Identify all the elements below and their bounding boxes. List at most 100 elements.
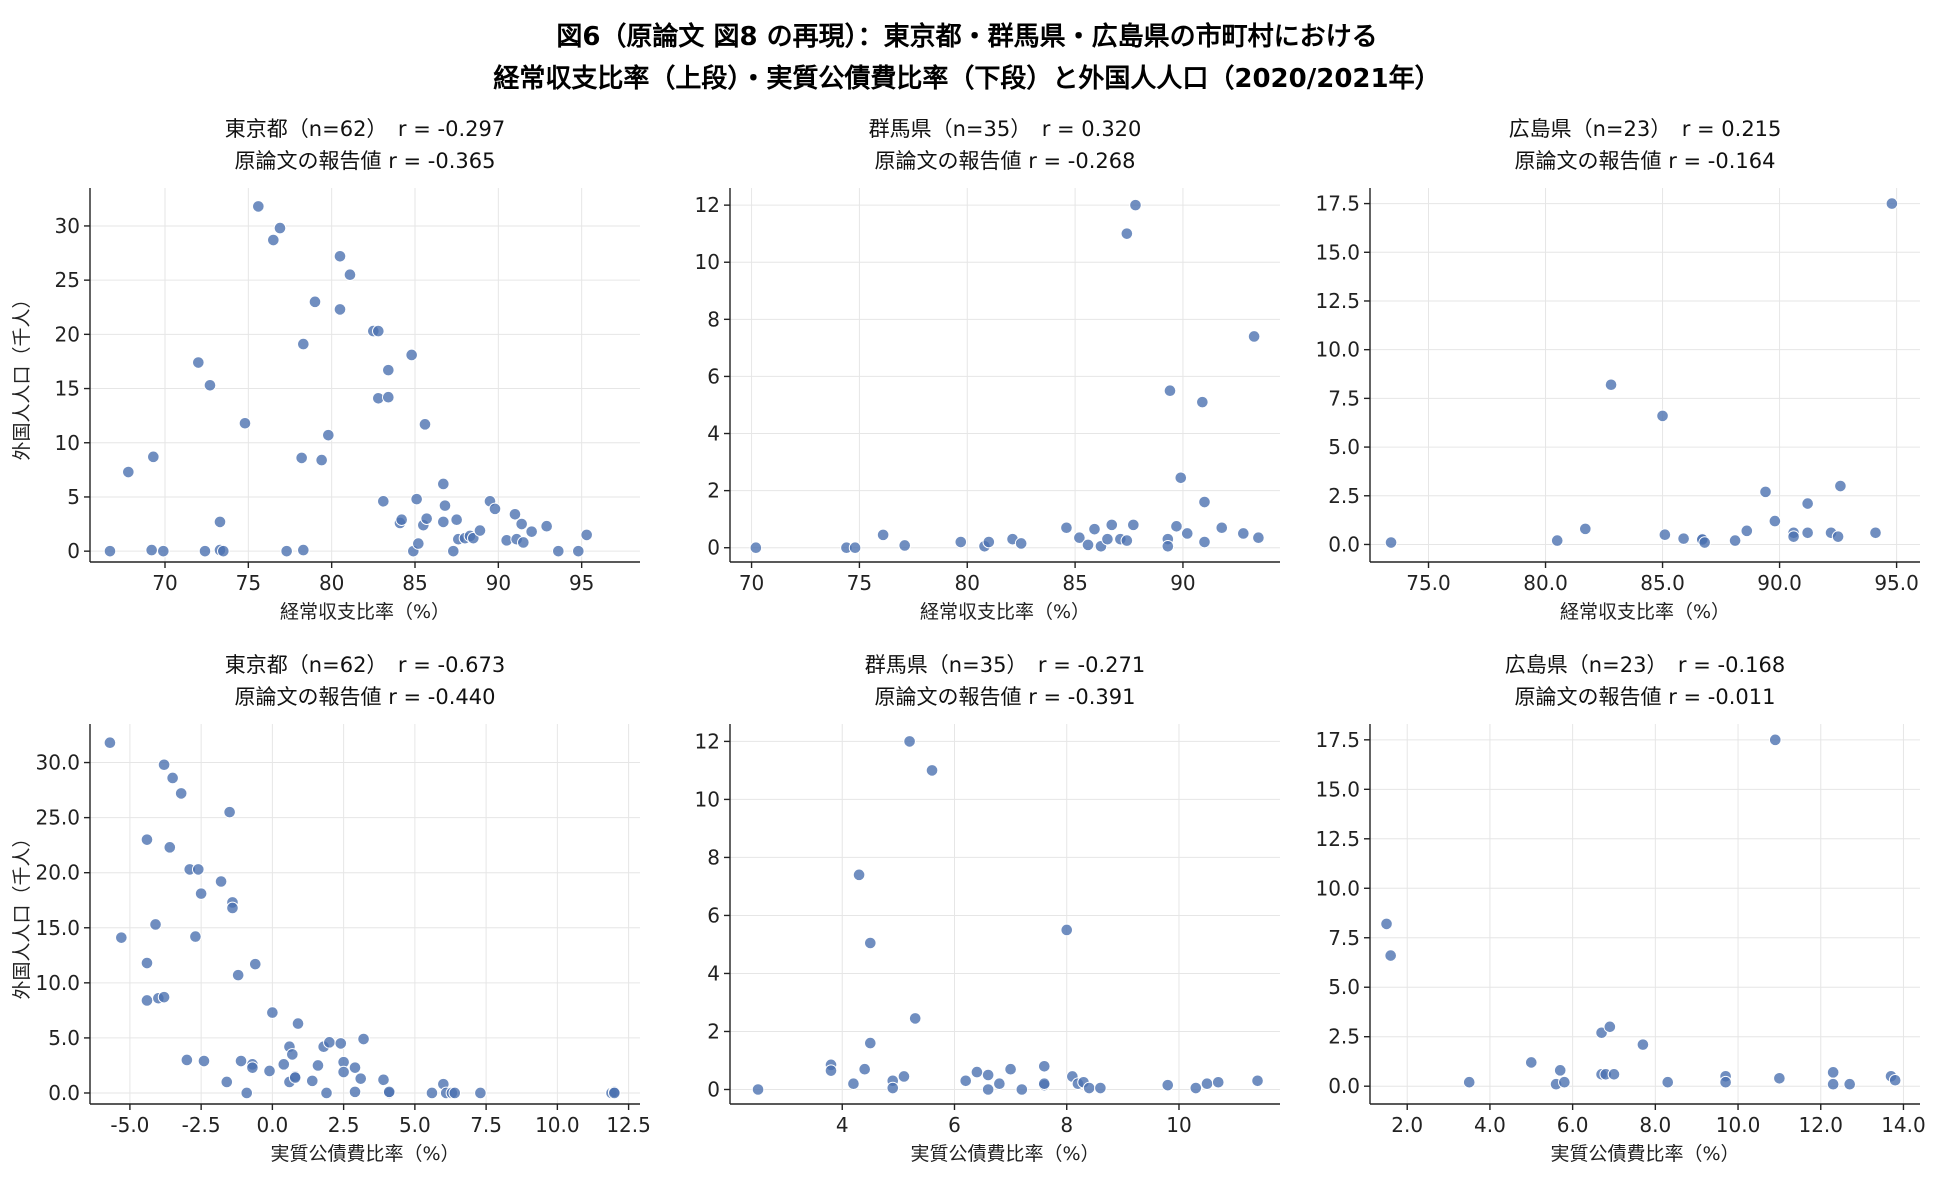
data-point [1768,733,1782,747]
x-tick-label: 95 [569,571,594,595]
data-point [981,1068,995,1082]
data-point [1636,1038,1650,1051]
data-point [1888,1073,1902,1087]
data-point [1380,917,1393,931]
data-point [280,544,293,558]
figure-title-line1: 図6（原論文 図8 の再現）：東京都・群馬県・広島県の市町村における [556,22,1378,52]
data-point [308,295,322,309]
data-point [266,1006,279,1019]
panel-subtitle: 原論文の報告値 r = -0.268 [875,149,1136,173]
y-tick-label: 15.0 [35,916,80,940]
y-tick-label: 20 [55,322,80,346]
data-point [248,957,262,971]
data-point [1215,521,1229,535]
data-point [608,1086,621,1100]
data-point [1174,471,1188,485]
y-tick-label: 10 [695,787,720,811]
y-tick-label: 4 [707,422,720,446]
y-tick-label: 7.5 [1328,926,1360,950]
data-point [848,541,862,555]
data-point [1826,1066,1840,1079]
data-point [163,841,177,854]
data-point [214,875,228,888]
y-tick-label: 5 [67,485,80,509]
data-point [1163,384,1177,398]
y-tick-label: 0 [67,539,80,563]
data-point [876,528,890,542]
data-point [382,390,395,404]
x-tick-label: 85.0 [1640,571,1685,595]
data-point [1843,1077,1856,1091]
y-tick-label: 15.0 [1315,240,1360,264]
x-tick-label: 0.0 [256,1113,288,1137]
data-point [1604,378,1618,392]
data-point [122,465,135,479]
data-point [1656,409,1669,423]
y-tick-label: 12 [695,193,720,217]
panel-subtitle: 原論文の報告値 r = -0.164 [1515,149,1776,173]
data-point [357,1032,370,1046]
data-point [1004,1062,1017,1076]
x-axis-label: 経常収支比率（%） [280,601,450,623]
data-point [959,1074,973,1088]
data-point [1773,1071,1786,1085]
data-point [1550,534,1564,547]
y-tick-label: 0.0 [1328,1074,1360,1098]
data-point [1579,522,1592,536]
data-point [954,535,968,549]
data-point [410,492,423,506]
y-tick-label: 25.0 [35,806,80,830]
data-point [1088,522,1101,536]
data-point [226,901,239,915]
data-point [315,453,328,467]
panel-subtitle: 原論文の報告値 r = -0.391 [875,685,1136,709]
data-point [194,887,208,900]
data-point [540,519,553,533]
data-point [1384,536,1398,549]
y-tick-label: 6 [707,364,720,388]
data-point [824,1064,838,1077]
x-tick-label: -5.0 [110,1113,149,1137]
y-tick-label: 30.0 [35,751,80,775]
x-tick-label: 90 [1170,571,1195,595]
data-point [1801,526,1814,540]
y-tick-label: 10.0 [35,971,80,995]
data-point [231,968,245,982]
data-point [1170,520,1183,533]
y-tick-label: 5.0 [1328,435,1360,459]
data-point [1698,536,1711,549]
x-axis-label: 実質公債費比率（%） [910,1143,1099,1165]
data-point [1834,479,1847,493]
y-tick-label: 0 [707,536,720,560]
data-point [1161,1078,1175,1092]
x-tick-label: 10.0 [535,1113,580,1137]
x-tick-label: 85 [402,571,427,595]
data-point [322,428,335,442]
y-tick-label: 5.0 [48,1026,80,1050]
data-point [348,1085,362,1099]
data-point [197,1054,211,1068]
y-tick-label: 2.5 [1328,484,1360,508]
panel-title: 群馬県（n=35） r = 0.320 [869,117,1142,141]
data-point [382,363,395,377]
data-point [847,1077,860,1090]
data-point [1869,526,1882,540]
y-axis-label: 外国人人口（千人） [11,828,33,999]
data-point [234,1054,248,1068]
data-point [297,337,310,351]
data-point [1524,1056,1538,1069]
data-point [864,1036,877,1050]
y-tick-label: 15.0 [1315,777,1360,801]
data-point [420,512,433,525]
data-point [1120,534,1134,547]
data-point [1759,485,1772,499]
y-tick-label: 0.0 [48,1081,80,1105]
y-tick-label: 0 [707,1077,720,1101]
